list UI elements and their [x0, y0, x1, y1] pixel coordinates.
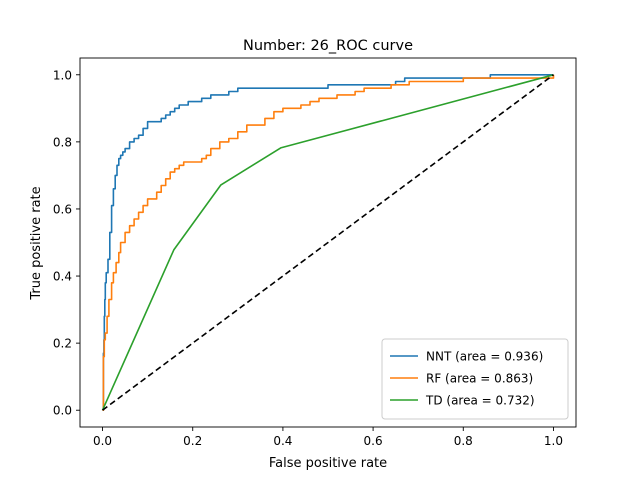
x-tick-label: 0.0: [93, 434, 112, 448]
y-axis-label: True positive rate: [29, 186, 44, 300]
legend-label: NNT (area = 0.936): [426, 350, 543, 364]
plot-frame: [79, 57, 577, 428]
legend: NNT (area = 0.936) RF (area = 0.863) TD (a…: [381, 338, 569, 420]
series-line-rf: [102, 74, 555, 412]
x-tick-label: 1.0: [544, 434, 563, 448]
x-tick-label: 0.8: [454, 434, 473, 448]
legend-label: TD (area = 0.732): [425, 394, 535, 408]
x-tick-label: 0.2: [183, 434, 202, 448]
x-tick-label: 0.6: [364, 434, 383, 448]
y-tick-label: 0.6: [53, 202, 72, 216]
chart-title: Number: 26_ROC curve: [243, 38, 413, 54]
x-axis-label: False positive rate: [269, 456, 387, 471]
x-tick-label: 0.4: [273, 434, 292, 448]
series-line-td: [101, 74, 554, 411]
axes-layer: 0.0 0.2 0.4 0.6 0.8 1.0 0.0 0.2 0.4 0.6 0.8 1.0: [53, 57, 577, 448]
series-line-chance: [102, 74, 554, 411]
y-tick-label: 0.0: [53, 404, 72, 418]
legend-label: RF (area = 0.863): [426, 372, 533, 386]
y-tick-label: 0.2: [53, 337, 72, 351]
series-layer: [101, 74, 555, 412]
y-tick-label: 0.4: [53, 270, 72, 284]
series-line-nnt: [102, 74, 554, 412]
legend-box: [381, 338, 569, 420]
y-tick-label: 1.0: [53, 68, 72, 82]
y-tick-label: 0.8: [53, 135, 72, 149]
